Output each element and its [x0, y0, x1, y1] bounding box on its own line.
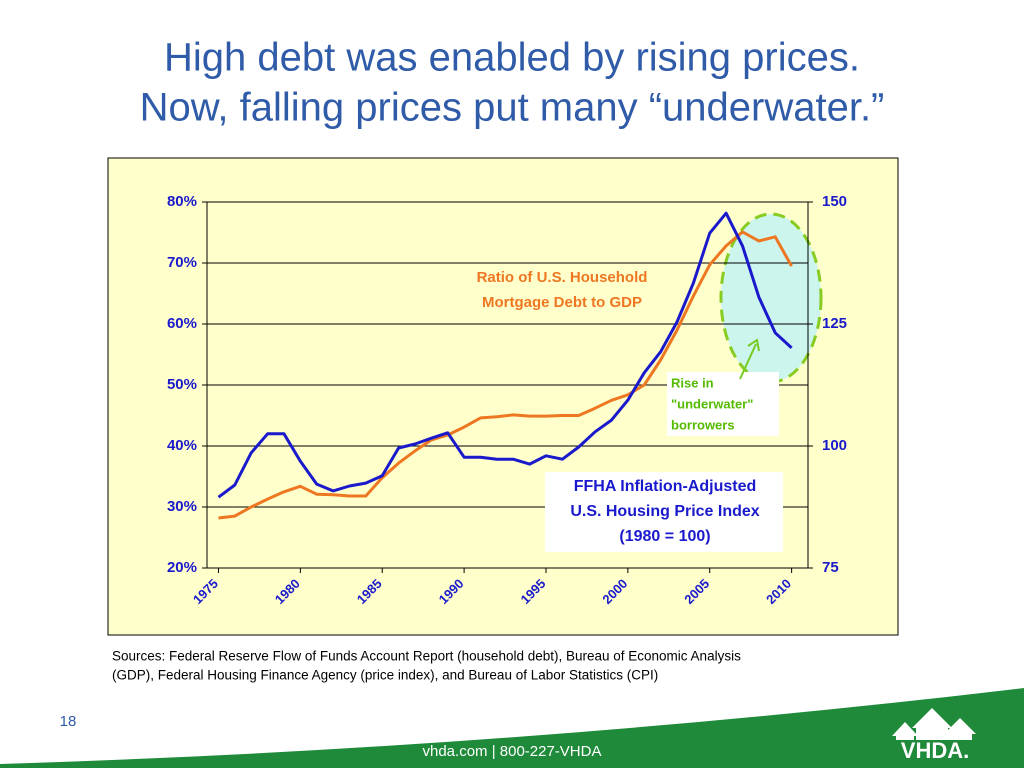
y-tick-label: 20% [167, 559, 197, 576]
y2-tick-label: 125 [822, 315, 847, 332]
y2-tick-label: 75 [822, 559, 839, 576]
annotation: Rise in [671, 375, 714, 390]
y-tick-label: 80% [167, 193, 197, 210]
y-tick-label: 40% [167, 437, 197, 454]
y2-tick-label: 100 [822, 437, 847, 454]
footer-text: vhda.com | 800-227-VHDA [423, 743, 602, 760]
annotation: (1980 = 100) [619, 528, 710, 545]
annotation-box [667, 372, 779, 436]
y-tick-label: 60% [167, 315, 197, 332]
logo-houses [892, 708, 976, 740]
y-tick-label: 70% [167, 254, 197, 271]
annotation: FFHA Inflation-Adjusted [574, 478, 757, 495]
title: High debt was enabled by rising prices. [164, 36, 860, 80]
page-number: 18 [60, 713, 77, 730]
y2-tick-label: 150 [822, 193, 847, 210]
annotation: "underwater" [671, 396, 753, 411]
y-tick-label: 30% [167, 498, 197, 515]
logo: VHDA. [901, 738, 969, 763]
footer-band [0, 688, 1024, 768]
arrow [739, 338, 760, 380]
y-tick-label: 50% [167, 376, 197, 393]
title: Now, falling prices put many “underwater… [140, 86, 885, 130]
series-line [218, 230, 793, 520]
annotation: Ratio of U.S. Household [477, 269, 648, 286]
series-line [217, 211, 793, 499]
annotation-box [545, 472, 783, 552]
annotation: Mortgage Debt to GDP [482, 294, 642, 311]
annotation: borrowers [671, 417, 735, 432]
sources: (GDP), Federal Housing Finance Agency (p… [112, 668, 658, 683]
sources: Sources: Federal Reserve Flow of Funds A… [112, 649, 741, 664]
annotation: U.S. Housing Price Index [570, 503, 759, 520]
